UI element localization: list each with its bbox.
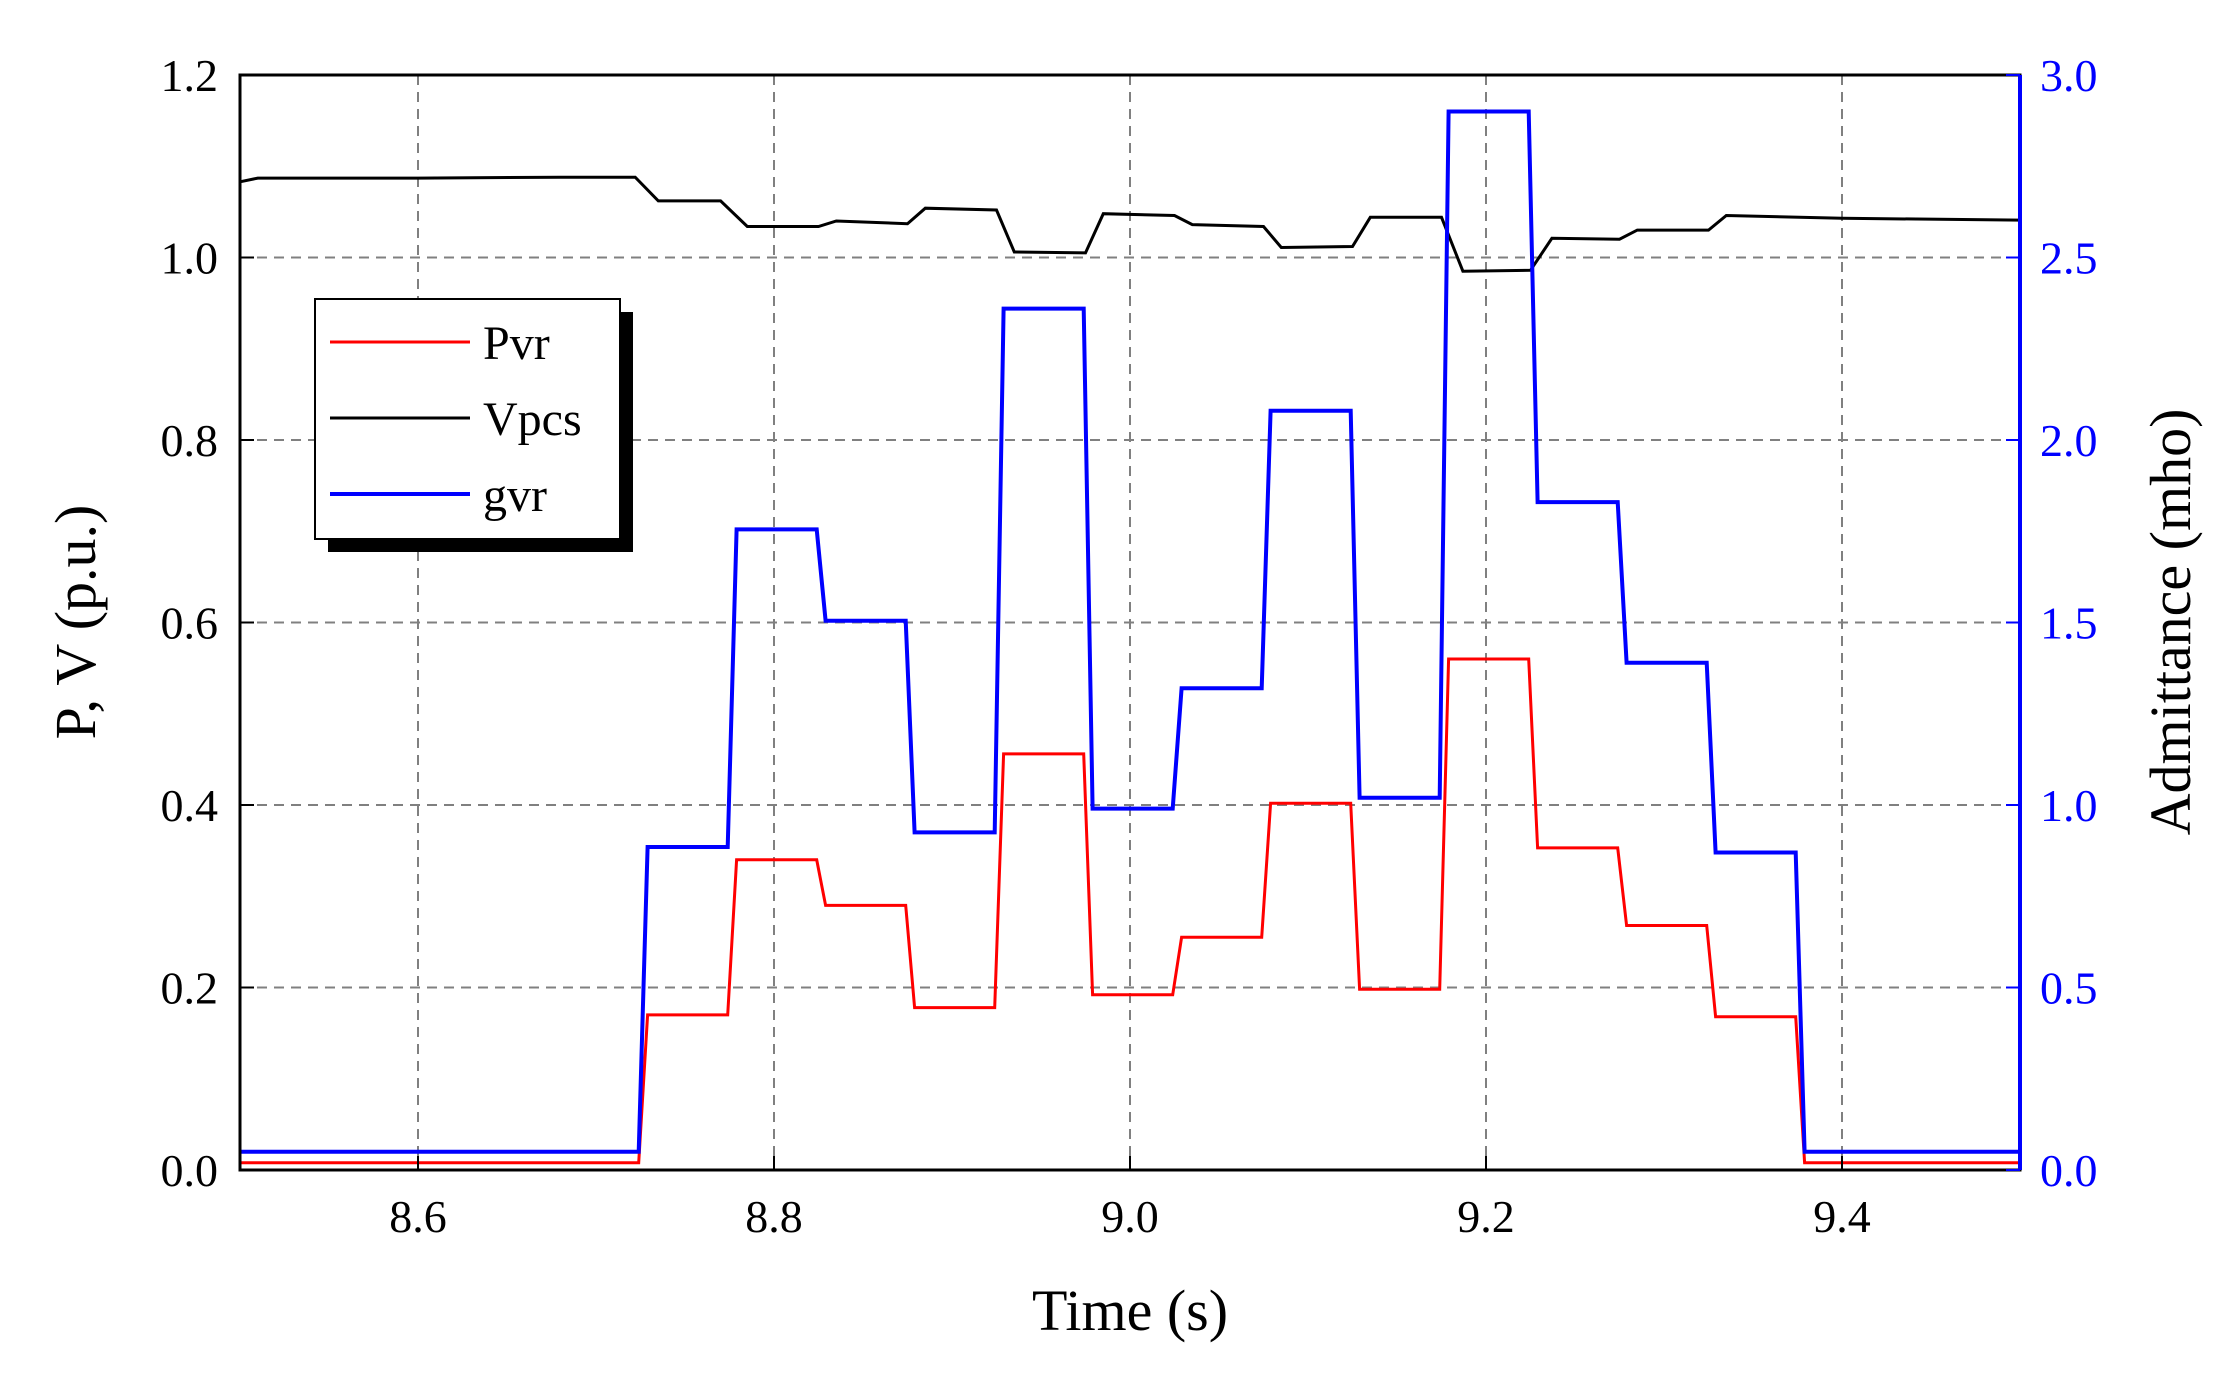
y-right-tick-label: 0.5	[2040, 963, 2098, 1014]
x-tick-label: 9.2	[1457, 1191, 1515, 1242]
y-left-tick-label: 0.4	[161, 780, 219, 831]
x-axis-title: Time (s)	[1032, 1278, 1228, 1343]
legend-label-gvr: gvr	[483, 469, 547, 522]
tick-labels: 8.6 8.8 9.0 9.2 9.4 0.0 0.2 0.4 0.6 0.8 1.0 1.2 0.0 0…	[161, 50, 2098, 1242]
y-right-tick-label: 2.5	[2040, 233, 2098, 284]
y-right-tick-label: 0.0	[2040, 1145, 2098, 1196]
y-axis-left-title: P, V (p.u.)	[43, 505, 108, 740]
series-layer	[239, 109, 2021, 1165]
x-tick-label: 8.6	[389, 1191, 447, 1242]
x-tick-label: 9.4	[1813, 1191, 1871, 1242]
series-line-pvr	[240, 657, 2020, 1165]
y-left-tick-label: 0.6	[161, 598, 219, 649]
y-left-tick-label: 0.8	[161, 415, 219, 466]
grid	[240, 75, 2020, 1170]
legend-label-vpcs: Vpcs	[483, 393, 582, 446]
y-left-tick-label: 1.0	[161, 233, 219, 284]
legend: Pvr Vpcs gvr	[314, 298, 633, 552]
ticks	[240, 74, 2020, 1171]
y-right-tick-label: 2.0	[2040, 415, 2098, 466]
x-tick-label: 8.8	[745, 1191, 803, 1242]
y-left-tick-label: 1.2	[161, 50, 219, 101]
y-left-tick-label: 0.2	[161, 963, 219, 1014]
y-right-tick-label: 3.0	[2040, 50, 2098, 101]
series-line-vpcs	[239, 175, 2021, 273]
y-right-tick-label: 1.5	[2040, 598, 2098, 649]
y-axis-right-title: Admittance (mho)	[2138, 409, 2203, 836]
x-tick-label: 9.0	[1101, 1191, 1159, 1242]
y-right-tick-label: 1.0	[2040, 780, 2098, 831]
legend-label-pvr: Pvr	[483, 317, 550, 370]
y-left-tick-label: 0.0	[161, 1145, 219, 1196]
series-line-gvr	[240, 109, 2020, 1154]
